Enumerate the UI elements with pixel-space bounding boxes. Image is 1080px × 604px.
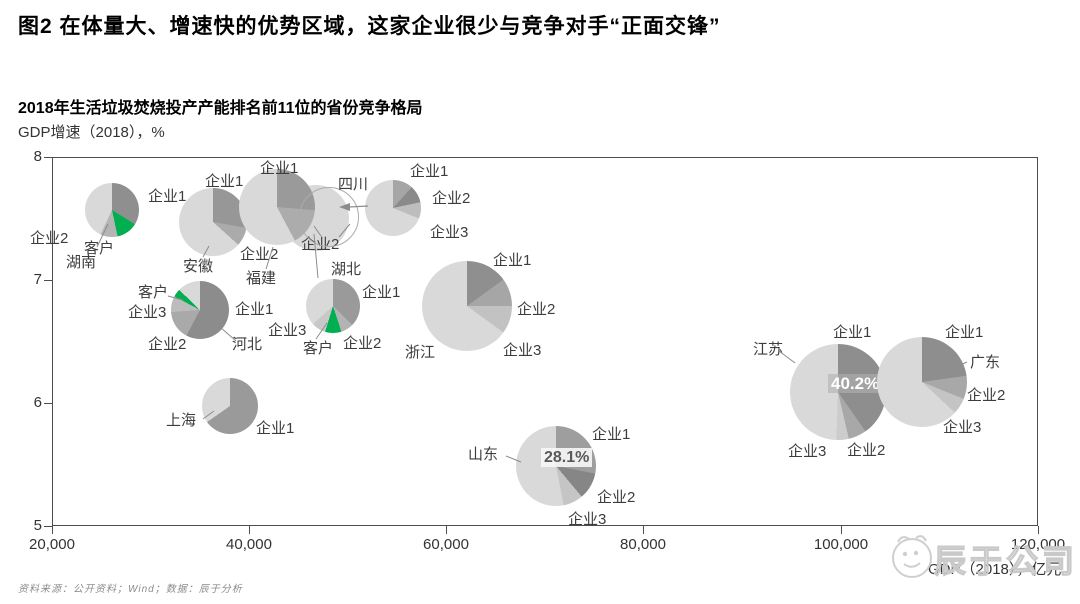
x-tick-mark	[446, 526, 447, 534]
guangdong-slice-label: 企业1	[945, 324, 984, 341]
hebei-pie	[171, 281, 229, 339]
x-tick-label: 120,000	[1010, 536, 1066, 553]
guangdong-province-label: 广东	[970, 354, 1001, 371]
hebei-province-label: 河北	[232, 336, 263, 353]
sichuan-pie	[365, 180, 421, 236]
x-tick-label: 60,000	[423, 536, 469, 553]
fujian-slice-label: 企业2	[240, 246, 279, 263]
fujian-slice-label: 企业1	[260, 160, 299, 177]
shandong-slice-label: 企业1	[592, 426, 631, 443]
x-axis-title: GDP（2018），亿元	[928, 561, 1062, 578]
guangdong-slice-label: 企业2	[967, 387, 1006, 404]
shanghai-province-label: 上海	[166, 412, 197, 429]
chart-subtitle: 2018年生活垃圾焚烧投产产能排名前11位的省份竞争格局	[18, 100, 423, 117]
jiangsu-share-badge: 40.2%	[828, 374, 883, 393]
hubei-slice-label: 企业1	[362, 284, 401, 301]
y-tick-label: 8	[33, 148, 42, 165]
zhejiang-slice-label: 企业1	[493, 252, 532, 269]
sichuan-slice-label: 企业1	[410, 163, 449, 180]
shanghai-pie	[202, 378, 258, 434]
zhejiang-slice-label: 企业3	[503, 342, 542, 359]
jiangsu-province-label: 江苏	[753, 341, 784, 358]
x-tick-label: 100,000	[813, 536, 869, 553]
anhui-province-label: 安徽	[183, 258, 214, 275]
y-tick-mark	[44, 157, 52, 158]
hubei-pie	[306, 279, 360, 333]
hebei-slice-label: 企业1	[235, 301, 274, 318]
y-axis-title: GDP增速（2018），%	[18, 124, 165, 141]
y-tick-mark	[44, 403, 52, 404]
x-tick-mark	[643, 526, 644, 534]
hebei-slice-label: 企业3	[128, 304, 167, 321]
hunan-slice-label: 企业2	[30, 230, 69, 247]
sichuan-slice-label: 企业3	[430, 224, 469, 241]
hunan-slice-label: 企业1	[148, 188, 187, 205]
y-tick-mark	[44, 280, 52, 281]
x-tick-label: 80,000	[620, 536, 666, 553]
x-tick-mark	[52, 526, 53, 534]
guangdong-slice-label: 企业3	[943, 419, 982, 436]
anhui-pie	[179, 188, 247, 256]
sichuan-slice-label: 企业2	[432, 190, 471, 207]
x-tick-label: 40,000	[226, 536, 272, 553]
zhejiang-province-label: 浙江	[405, 344, 436, 361]
zhejiang-slice-label: 企业2	[517, 301, 556, 318]
hubei-slice-label: 企业2	[343, 335, 382, 352]
y-tick-label: 6	[33, 394, 42, 411]
jiangsu-slice-label: 企业1	[833, 324, 872, 341]
plot-frame	[52, 157, 1038, 526]
hubei-province-label: 湖北	[331, 261, 362, 278]
source-note: 资料来源：公开资料；Wind；数据：辰于分析	[18, 584, 243, 595]
shandong-share-badge: 28.1%	[541, 448, 593, 467]
shanghai-slice-label: 企业1	[256, 420, 295, 437]
fujian-province-label: 福建	[246, 270, 277, 287]
x-tick-mark	[841, 526, 842, 534]
shandong-province-label: 山东	[468, 446, 499, 463]
highlight-ring-pie	[299, 187, 359, 247]
zhejiang-pie	[422, 261, 512, 351]
hunan-province-label: 湖南	[66, 254, 97, 271]
y-tick-label: 7	[33, 271, 42, 288]
jiangsu-slice-label: 企业2	[847, 442, 886, 459]
hubei-slice-label: 客户	[303, 340, 334, 357]
guangdong-pie	[877, 337, 967, 427]
sichuan-province-label: 四川	[338, 176, 369, 193]
x-tick-label: 20,000	[29, 536, 75, 553]
anhui-slice-label: 企业1	[205, 173, 244, 190]
x-tick-mark	[249, 526, 250, 534]
jiangsu-slice-label: 企业3	[788, 443, 827, 460]
x-tick-mark	[1038, 526, 1039, 534]
figure-title: 图2 在体量大、增速快的优势区域，这家企业很少与竞争对手“正面交锋”	[18, 15, 721, 38]
y-tick-label: 5	[33, 517, 42, 534]
hubei-slice-label: 企业3	[268, 322, 307, 339]
hunan-pie	[85, 183, 139, 237]
hebei-slice-label: 客户	[138, 284, 169, 301]
shandong-slice-label: 企业2	[597, 489, 636, 506]
shandong-slice-label: 企业3	[568, 511, 607, 528]
hebei-slice-label: 企业2	[148, 336, 187, 353]
y-tick-mark	[44, 526, 52, 527]
